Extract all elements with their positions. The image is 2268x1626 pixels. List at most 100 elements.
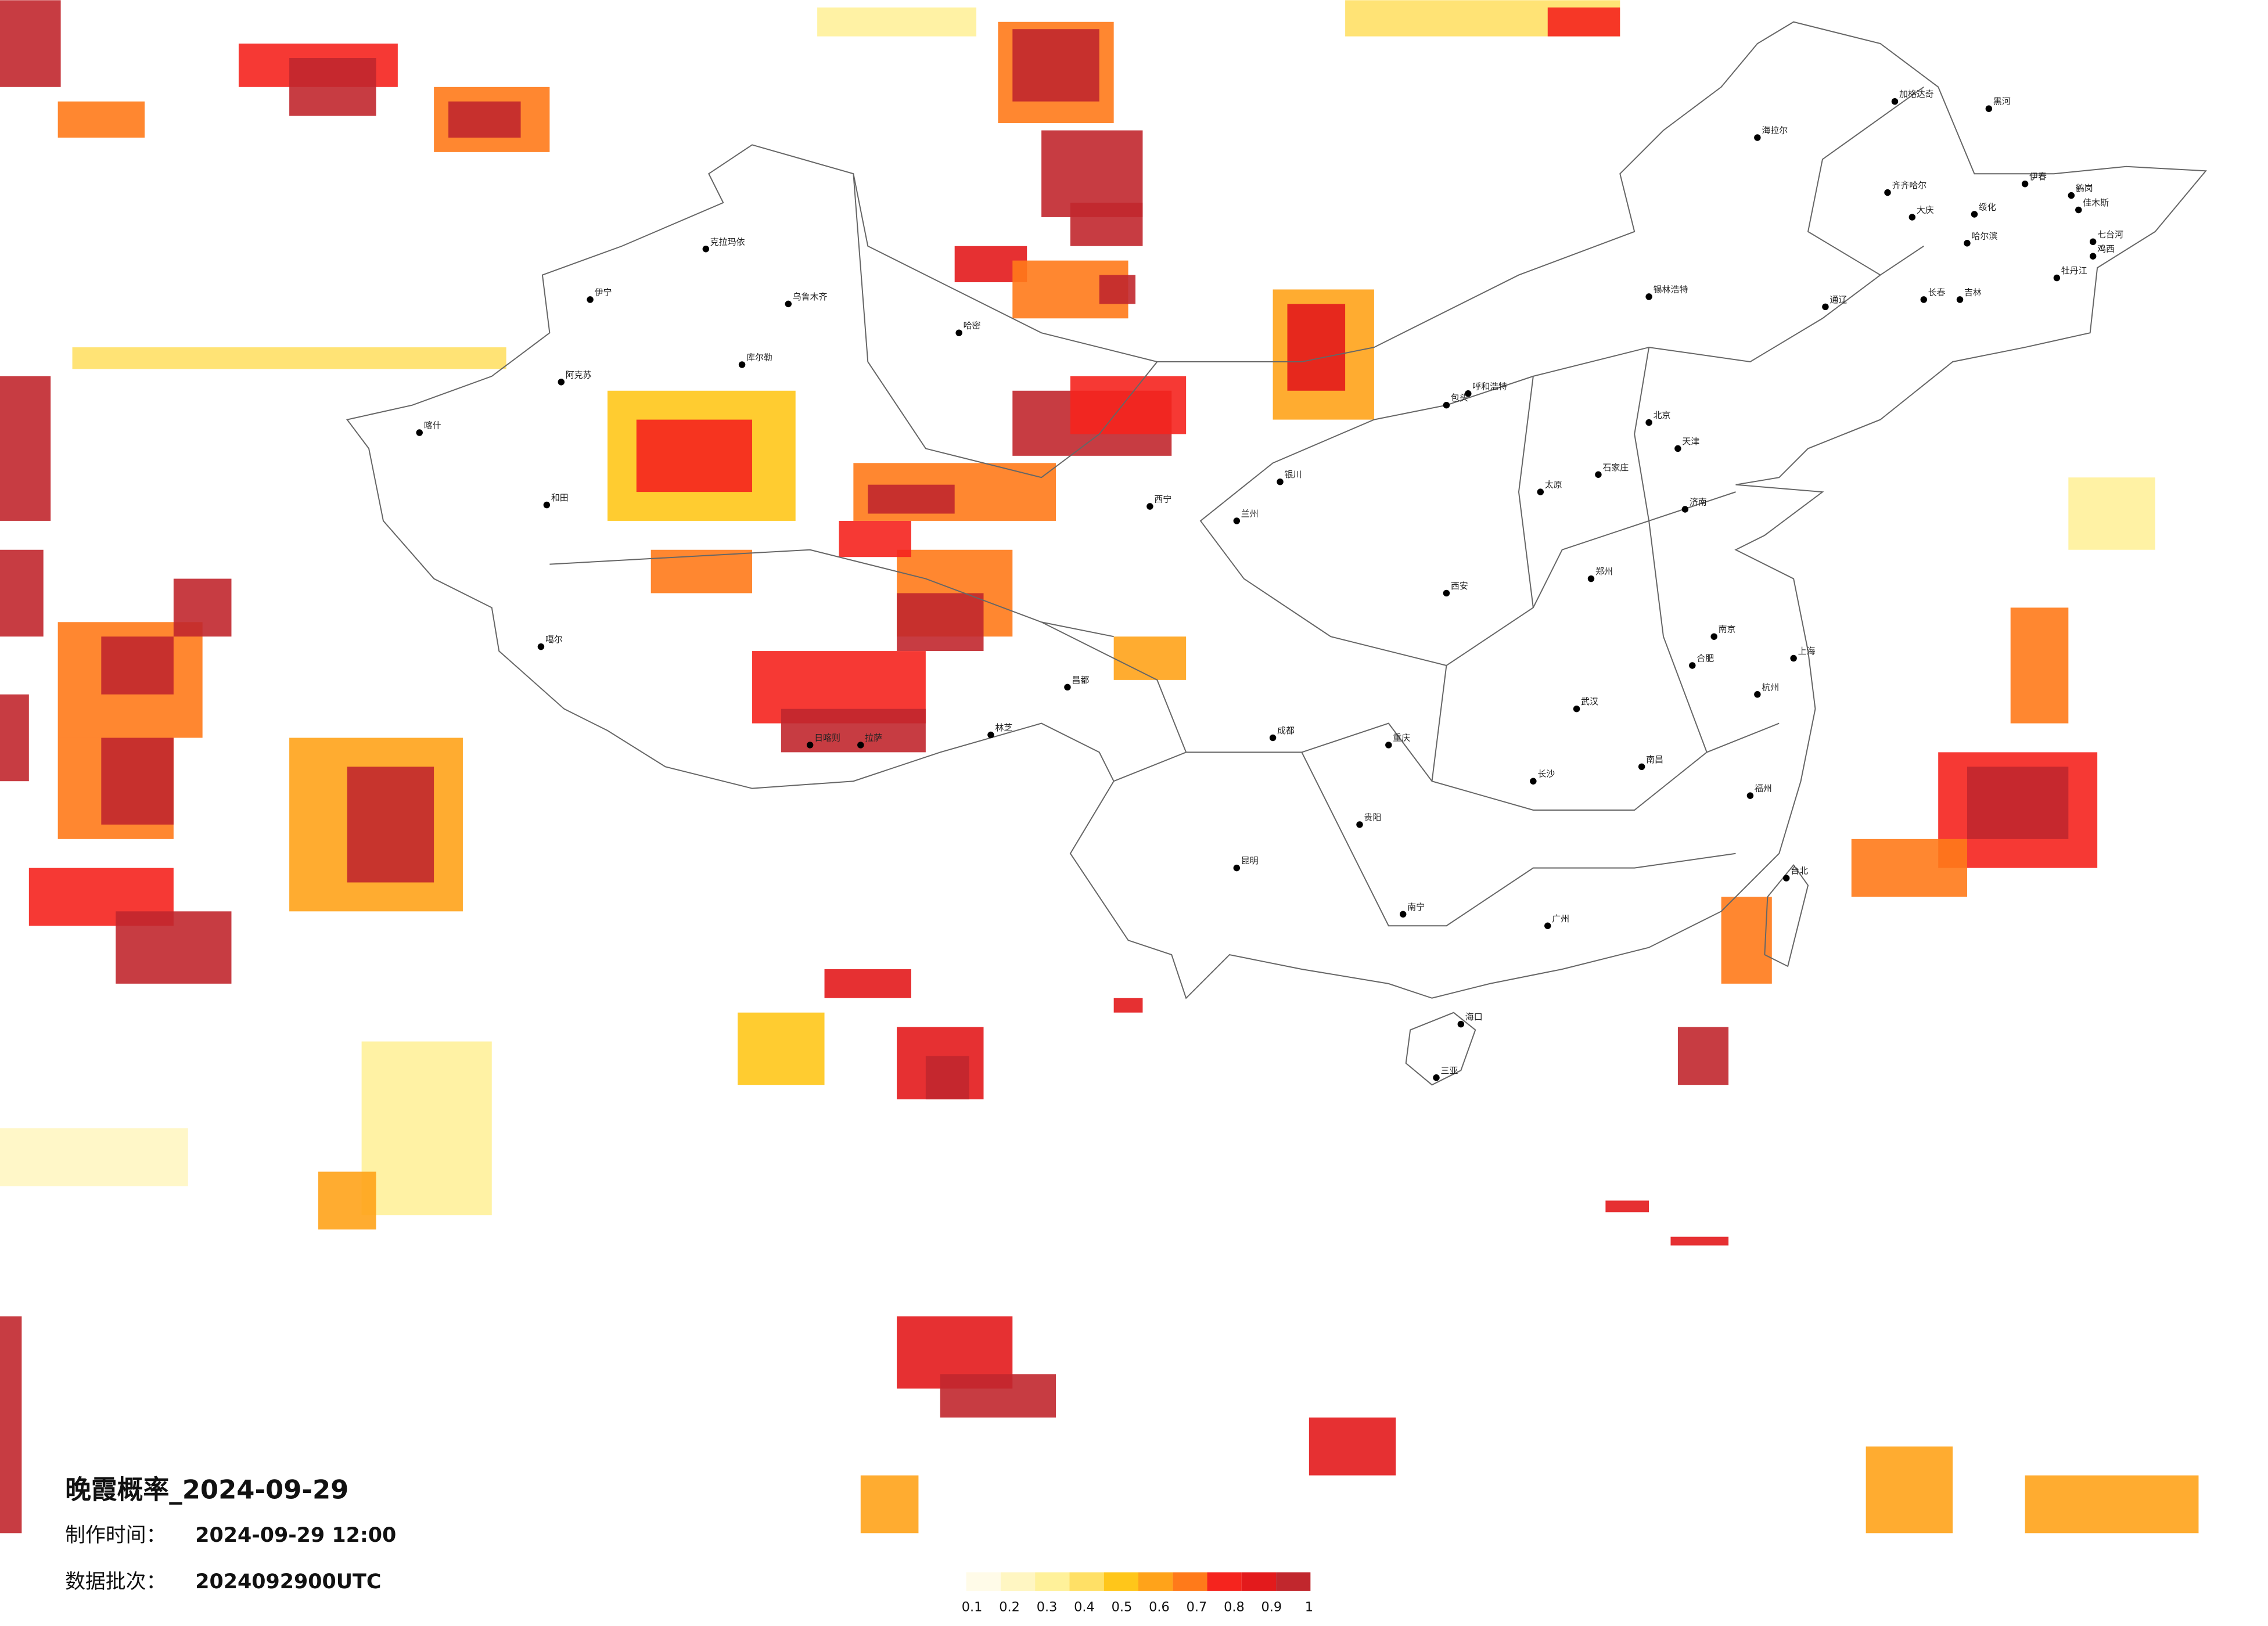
probability-patch [636,419,753,492]
probability-patch [1287,304,1346,391]
city-dot [1908,214,1916,221]
city-dot [1233,864,1241,872]
probability-patch [1721,897,1772,984]
probability-patch [2025,1475,2199,1534]
city-label: 和田 [551,492,569,503]
colorbar-tick-label: 0.5 [1112,1600,1133,1615]
city-label: 济南 [1690,497,1707,508]
city-dot [1465,390,1472,397]
city-label: 太原 [1545,480,1562,490]
probability-patch [1070,376,1187,434]
city-dot [1754,134,1761,141]
colorbar-cell [1241,1572,1277,1591]
city-dot [1645,419,1652,426]
probability-patch [781,708,926,753]
city-label: 加格达奇 [1899,89,1934,99]
probability-patch [0,549,44,637]
colorbar-cell [1104,1572,1138,1591]
city-label: 三亚 [1440,1065,1458,1075]
city-dot [1985,105,1993,112]
probability-patch [839,520,911,557]
probability-patch [1547,7,1620,37]
city-label: 台北 [1791,866,1808,876]
probability-patch [925,1056,969,1100]
colorbar-tick-label: 0.6 [1149,1600,1170,1615]
city-label: 海口 [1465,1012,1483,1022]
city-dot [1433,1074,1440,1081]
city-dot [1537,488,1544,495]
city-dot [2021,180,2029,188]
probability-patch [1670,1236,1729,1246]
city-dot [543,501,551,509]
city-label: 黑河 [1993,96,2011,107]
city-dot [806,742,814,749]
city-label: 成都 [1277,725,1295,736]
city-label: 七台河 [2097,229,2123,240]
colorbar-tick-label: 0.4 [1074,1600,1095,1615]
colorbar-cell [1138,1572,1173,1591]
city-dot [987,731,994,739]
city-dot [1689,662,1696,669]
city-dot [1356,821,1363,828]
probability-patch [101,636,174,695]
city-label: 上海 [1798,646,1816,656]
city-label: 天津 [1682,436,1699,447]
city-label: 鸡西 [2097,244,2115,254]
city-label: 北京 [1654,410,1671,420]
city-label: 大庆 [1917,204,1934,215]
probability-patch [448,101,521,138]
hainan-outline [1405,1012,1476,1086]
colorbar: 0.1 0.2 0.3 0.4 0.5 0.6 0.7 0.8 0.9 1 [962,1572,1313,1615]
probability-field [0,0,2199,1534]
city-label: 拉萨 [865,732,882,743]
probability-patch [1851,839,1967,897]
probability-patch [347,767,434,883]
probability-patch [1677,1027,1729,1085]
city-dot [2068,192,2075,199]
city-dot [785,300,792,308]
probability-patch [57,101,145,138]
city-dot [1530,778,1537,785]
probability-patch [173,578,232,637]
city-dot [537,643,545,650]
city-label: 合肥 [1696,653,1714,664]
city-dot [1645,293,1652,300]
city-dot [1544,922,1551,929]
city-dot [587,296,594,303]
city-label: 佳木斯 [2083,197,2109,208]
probability-patch [116,911,232,984]
probability-patch [1967,767,2069,839]
probability-patch [318,1171,376,1230]
colorbar-tick-label: 0.1 [962,1600,983,1615]
city-dot [416,429,423,436]
city-dot [1681,506,1689,513]
probability-patch [940,1374,1056,1418]
probability-patch [1070,203,1143,246]
city-label: 郑州 [1595,566,1613,577]
city-dot [702,246,710,253]
probability-patch [1099,275,1135,304]
map-title: 晚霞概率_2024-09-29 [65,1474,348,1505]
city-dot [738,361,746,368]
city-dot [1822,303,1829,311]
city-dot [558,379,565,386]
city-dot [1782,875,1790,882]
probability-patch [361,1041,492,1215]
colorbar-tick-label: 0.8 [1224,1600,1245,1615]
city-label: 通辽 [1830,294,1847,305]
city-label: 重庆 [1393,732,1410,743]
city-label: 鹤岗 [2076,183,2093,193]
city-dot [1385,742,1392,749]
city-dot [1964,240,1971,247]
probability-patch [1605,1200,1649,1213]
city-dot [1971,211,1978,218]
colorbar-cell [1276,1572,1311,1591]
city-dot [857,742,864,749]
city-label: 乌鲁木齐 [793,292,828,302]
colorbar-tick-label: 0.3 [1037,1600,1058,1615]
city-label: 银川 [1285,469,1302,480]
probability-patch [1113,636,1187,680]
city-dot [1920,296,1928,303]
city-dot [1638,763,1645,771]
city-dot [1595,471,1602,478]
